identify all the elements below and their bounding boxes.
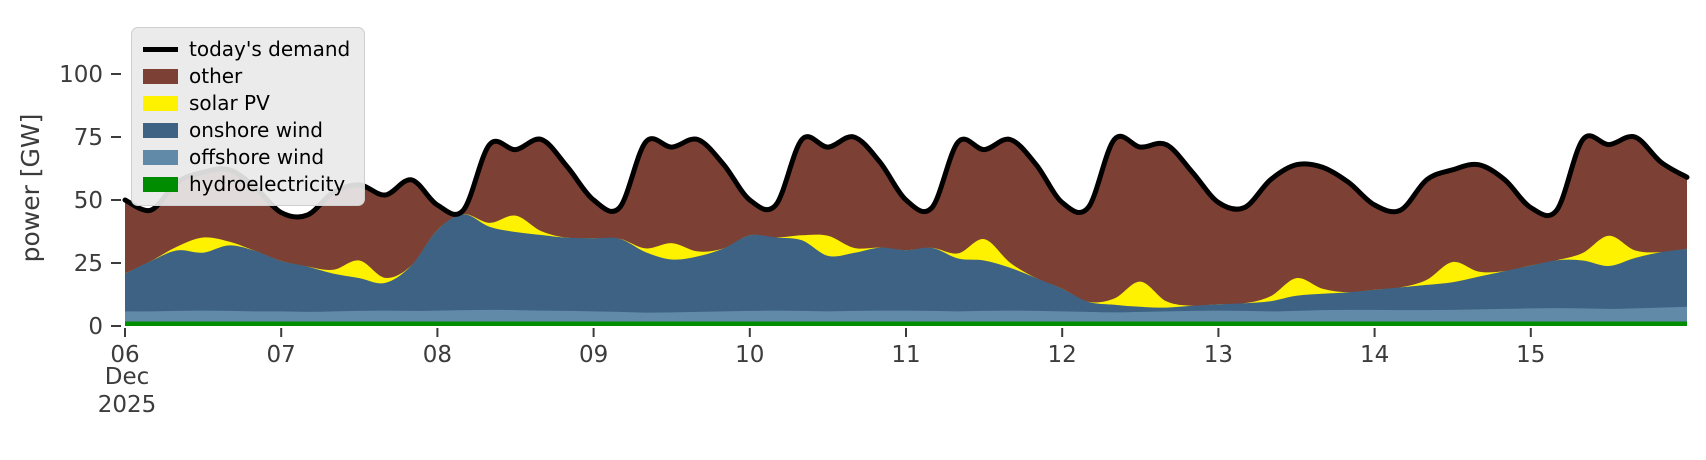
x-tick-label: 12 [1048, 342, 1077, 368]
y-tick-label: 100 [59, 62, 103, 88]
demand-line-swatch [143, 46, 178, 52]
x-tick-label: 06 [110, 342, 139, 368]
legend-item-solar-pv: solar PV [143, 91, 350, 115]
legend-item-hydroelectricity: hydroelectricity [143, 172, 350, 196]
y-tick-label: 25 [74, 251, 103, 277]
x-tick-label: 10 [735, 342, 764, 368]
x-tick-label: 13 [1204, 342, 1233, 368]
legend-item-offshore-wind: offshore wind [143, 145, 350, 169]
legend: today's demand other solar PV onshore wi… [131, 27, 366, 206]
y-axis-label: power [GW] [16, 113, 45, 263]
onshore-wind-swatch [143, 122, 178, 138]
area-offshore-wind [125, 306, 1687, 326]
solar-pv-swatch [143, 95, 178, 111]
legend-label: today's demand [189, 37, 351, 61]
legend-label: hydroelectricity [189, 172, 346, 196]
x-axis-month-label: Dec [104, 364, 150, 390]
legend-item-other: other [143, 64, 350, 88]
hydroelectricity-swatch [143, 176, 178, 192]
x-tick-label: 14 [1360, 342, 1389, 368]
y-tick-label: 0 [88, 314, 103, 340]
demand-line [122, 133, 1690, 220]
offshore-wind-swatch [143, 149, 178, 165]
legend-item-onshore-wind: onshore wind [143, 118, 350, 142]
legend-label: solar PV [189, 91, 270, 115]
area-onshore-wind [125, 214, 1687, 326]
other-swatch [143, 68, 178, 84]
legend-item-todays-demand: today's demand [143, 37, 350, 61]
legend-label: onshore wind [189, 118, 323, 142]
axis-baseline-mask [0, 327, 1706, 460]
x-tick-label: 09 [579, 342, 608, 368]
legend-label: other [189, 64, 243, 88]
x-tick-label: 07 [267, 342, 296, 368]
x-axis-year-label: 2025 [97, 392, 157, 418]
x-tick-label: 15 [1516, 342, 1545, 368]
y-tick-label: 50 [74, 188, 103, 214]
x-tick-label: 11 [891, 342, 920, 368]
area-hydroelectricity [125, 321, 1687, 326]
legend-label: offshore wind [189, 145, 325, 169]
x-tick-label: 08 [423, 342, 452, 368]
y-tick-label: 75 [74, 125, 103, 151]
